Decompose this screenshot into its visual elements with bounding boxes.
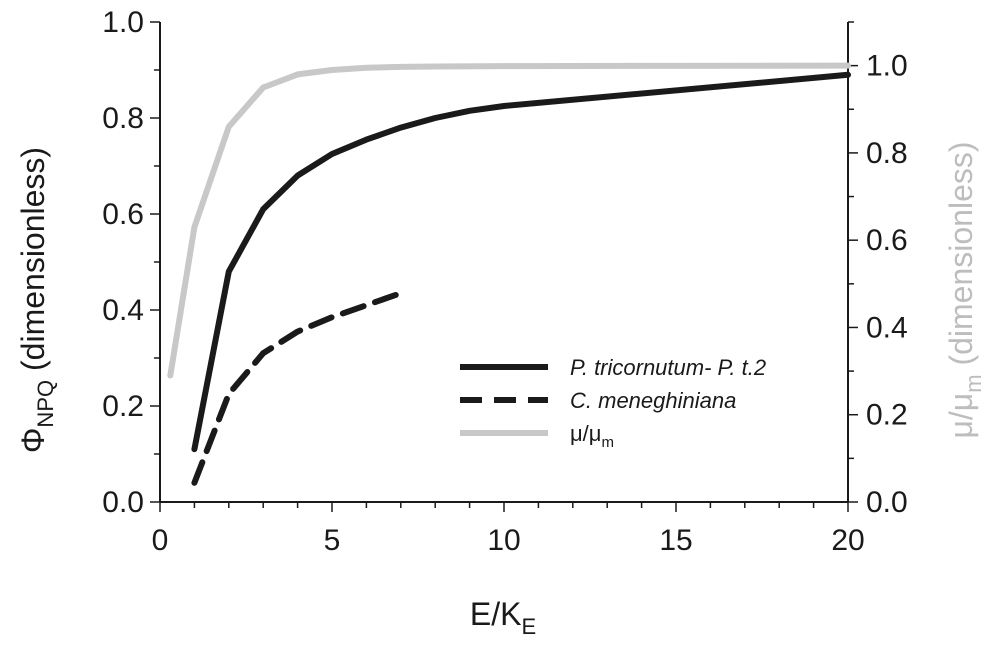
series-line-2 bbox=[167, 62, 851, 379]
series-group bbox=[167, 62, 851, 486]
y-right-ticks: 0.0 0.2 0.4 0.6 0.8 1.0 bbox=[848, 21, 908, 519]
x-axis-title-sub: E bbox=[521, 614, 536, 639]
series-line-1 bbox=[191, 290, 404, 486]
legend: P. tricornutum- P. t.2 C. meneghiniana μ/μ… bbox=[460, 355, 766, 451]
y-right-axis-title-sub: m bbox=[961, 374, 986, 392]
y-left-tick-label: 0.6 bbox=[102, 198, 144, 231]
y-left-tick-label: 1.0 bbox=[102, 6, 144, 39]
x-axis-title-main: E/K bbox=[470, 596, 522, 632]
legend-label-2: μ/μm bbox=[570, 421, 614, 451]
x-tick-label: 15 bbox=[659, 524, 692, 557]
y-right-axis-title-main: μ/μ bbox=[943, 393, 979, 439]
y-left-tick-label: 0.8 bbox=[102, 102, 144, 135]
y-right-tick-label: 0.6 bbox=[866, 224, 908, 257]
y-left-axis-title: ΦNPQ (dimensionless) bbox=[15, 147, 58, 453]
y-right-tick-label: 1.0 bbox=[866, 50, 908, 83]
y-right-tick-label: 0.2 bbox=[866, 399, 908, 432]
x-tick-label: 0 bbox=[152, 524, 169, 557]
y-left-axis-title-rest: (dimensionless) bbox=[15, 147, 51, 380]
y-right-tick-label: 0.8 bbox=[866, 137, 908, 170]
y-right-tick-label: 0.0 bbox=[866, 486, 908, 519]
y-left-axis-title-symbol: Φ bbox=[15, 428, 51, 454]
y-right-axis-title-rest: (dimensionless) bbox=[943, 141, 979, 374]
y-left-ticks: 0.0 0.2 0.4 0.6 0.8 1.0 bbox=[102, 6, 160, 519]
y-right-axis-title: μ/μm (dimensionless) bbox=[943, 141, 986, 438]
series-line-0 bbox=[191, 71, 851, 453]
x-axis-title: E/KE bbox=[470, 596, 536, 639]
legend-label-1: C. meneghiniana bbox=[570, 388, 736, 413]
x-ticks: 0 5 10 15 20 bbox=[152, 502, 865, 557]
y-right-tick-label: 0.4 bbox=[866, 311, 908, 344]
y-left-tick-label: 0.4 bbox=[102, 294, 144, 327]
x-tick-label: 20 bbox=[831, 524, 864, 557]
y-left-tick-label: 0.0 bbox=[102, 486, 144, 519]
legend-label-0: P. tricornutum- P. t.2 bbox=[570, 355, 766, 380]
x-tick-label: 10 bbox=[487, 524, 520, 557]
y-left-tick-label: 0.2 bbox=[102, 390, 144, 423]
y-left-axis-title-sub: NPQ bbox=[33, 380, 58, 428]
x-tick-label: 5 bbox=[324, 524, 341, 557]
